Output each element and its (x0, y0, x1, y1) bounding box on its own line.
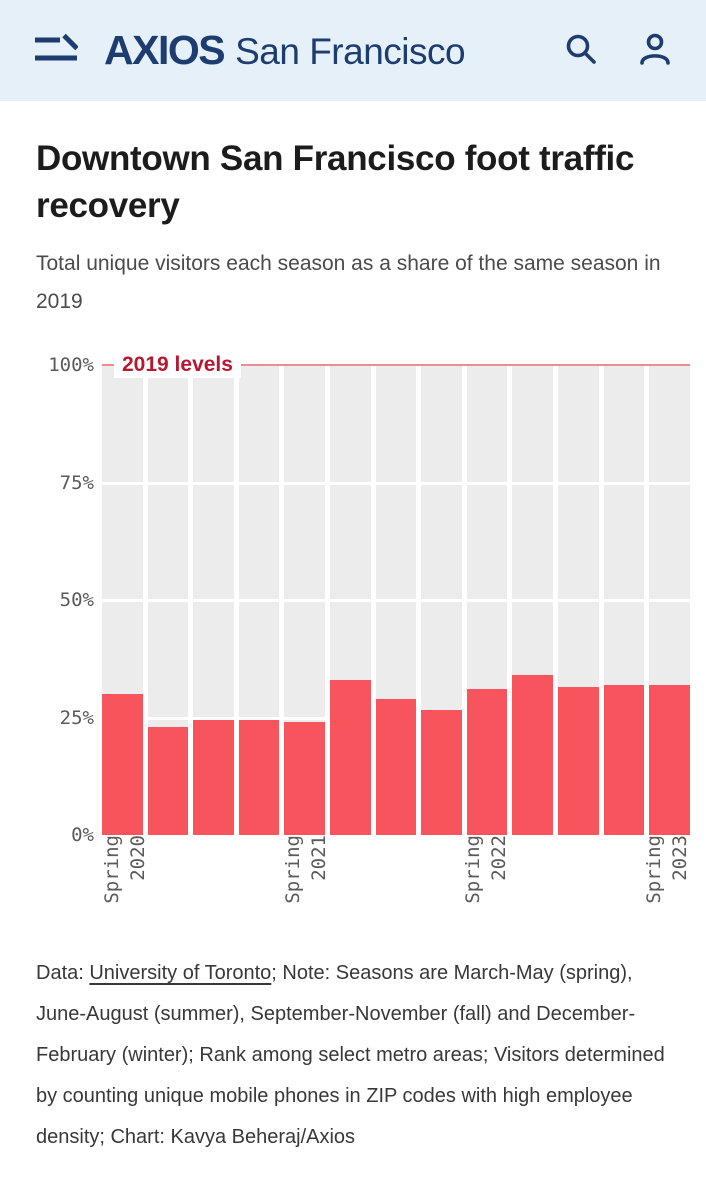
y-tick-label: 100% (48, 354, 94, 376)
app-header: AXIOS San Francisco (0, 0, 706, 101)
y-tick-label: 50% (59, 589, 94, 611)
foot-traffic-chart: 0% 25% 50% 75% 100% 2019 levels Spring 2020 Sp… (36, 352, 691, 904)
search-button[interactable] (564, 32, 598, 69)
y-tick-label: 25% (59, 706, 94, 729)
footnote-rest: ; Note: Seasons are March-May (spring), … (36, 962, 665, 1148)
bar (284, 722, 326, 835)
source-link[interactable]: University of Toronto (89, 962, 272, 984)
bar (375, 698, 417, 835)
menu-icon (34, 33, 79, 68)
bar (147, 726, 189, 835)
search-icon (564, 32, 598, 69)
bar (330, 679, 371, 835)
x-tick-label: Spring 2022 (462, 835, 511, 904)
chart-footnote: Data: University of Toronto; Note: Seaso… (36, 953, 670, 1178)
gridline (102, 481, 690, 485)
y-tick-label: 0% (71, 824, 94, 846)
footnote-prefix: Data: (36, 962, 90, 984)
bar (102, 694, 143, 835)
x-tick-label: Spring 2023 (643, 835, 692, 904)
bar (512, 675, 554, 835)
brand-logo[interactable]: AXIOS San Francisco (104, 27, 466, 74)
bar (466, 689, 508, 835)
profile-icon (638, 33, 672, 68)
bar (603, 684, 645, 835)
article-body: Downtown San Francisco foot traffic reco… (0, 135, 706, 1178)
reference-line-100pct (102, 364, 690, 366)
chart-subtitle: Total unique visitors each season as a s… (36, 252, 661, 313)
bar (649, 684, 690, 835)
y-axis: 0% 25% 50% 75% 100% (36, 354, 102, 846)
annotation-2019-levels: 2019 levels (114, 352, 241, 378)
gridline (102, 599, 690, 602)
menu-button[interactable] (34, 33, 79, 68)
bar (558, 686, 599, 835)
bar (421, 710, 462, 835)
brand-edition: San Francisco (235, 31, 466, 72)
y-tick-label: 75% (59, 471, 94, 494)
page-title: Downtown San Francisco foot traffic reco… (36, 139, 635, 225)
bar (238, 719, 280, 835)
profile-button[interactable] (638, 33, 672, 68)
x-tick-label: Spring 2020 (100, 835, 149, 904)
plot-area: 2019 levels Spring 2020 Spring 2021 Spring 20… (101, 352, 691, 904)
bar (193, 719, 234, 835)
brand-wordmark: AXIOS (104, 27, 226, 73)
x-tick-label: Spring 2021 (281, 835, 330, 904)
